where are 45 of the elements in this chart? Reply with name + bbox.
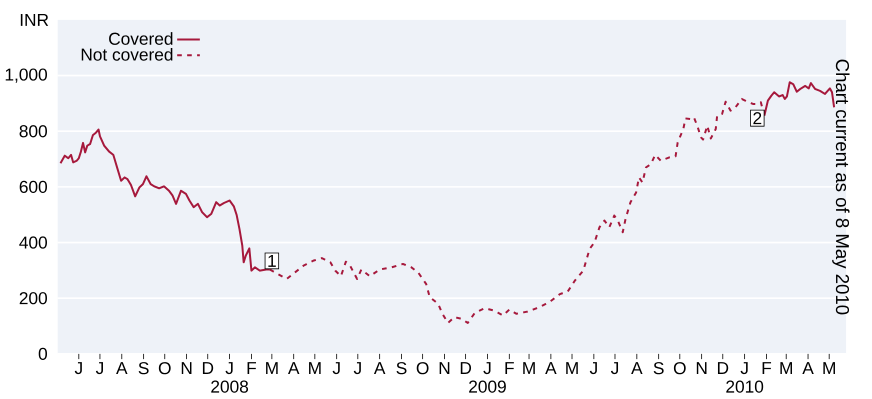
x-tick-label: O	[158, 362, 171, 374]
y-axis-title: INR	[20, 14, 48, 26]
x-tick-label: M	[823, 362, 835, 374]
x-tick-label: N	[182, 362, 192, 374]
annotation: Chart current as of 8 May 2010	[832, 60, 850, 315]
x-tick-label: J	[332, 362, 340, 374]
x-tick-label: J	[610, 362, 618, 374]
x-tick-label: M	[780, 362, 792, 374]
x-tick-label: J	[354, 362, 361, 374]
annotation: 1	[268, 255, 276, 267]
x-tick-label: J	[96, 362, 103, 374]
x-tick-label: M	[266, 362, 278, 374]
x-tick-label: O	[416, 362, 429, 374]
x-tick-label: D	[718, 362, 728, 374]
x-tick-label: A	[374, 362, 386, 374]
y-tick-label: 0	[38, 348, 47, 360]
x-tick-label: N	[440, 362, 450, 374]
legend-label: Not covered	[82, 48, 172, 61]
x-tick-label: D	[460, 362, 472, 374]
y-tick-label: 400	[19, 236, 47, 249]
x-tick-label: M	[309, 362, 321, 374]
x-tick-label: F	[248, 362, 256, 374]
x-tick-label: N	[696, 362, 706, 374]
x-tick-label: A	[116, 362, 128, 374]
y-tick-label: 200	[20, 292, 47, 304]
x-tick-label: F	[505, 362, 514, 374]
x-tick-label: M	[523, 362, 535, 374]
x-tick-label: A	[545, 362, 557, 374]
y-tick-label: 800	[20, 125, 47, 138]
x-tick-label: S	[654, 362, 664, 374]
x-tick-label: D	[202, 362, 214, 374]
x-tick-label: F	[762, 362, 772, 374]
y-tick-label: 1,000	[6, 68, 47, 83]
y-tick-label: 600	[20, 180, 47, 194]
x-tick-label: S	[396, 362, 406, 374]
x-tick-label: M	[566, 362, 578, 374]
x-tick-label: A	[288, 362, 300, 374]
x-tick-label: J	[74, 362, 82, 374]
x-tick-label: S	[138, 362, 149, 374]
annotation: 2	[753, 112, 762, 124]
x-tick-label: J	[590, 362, 597, 374]
x-tick-label: O	[674, 362, 686, 374]
x-tick-label: A	[802, 362, 814, 374]
x-tick-label: A	[631, 362, 643, 374]
legend-label: Covered	[109, 32, 172, 46]
